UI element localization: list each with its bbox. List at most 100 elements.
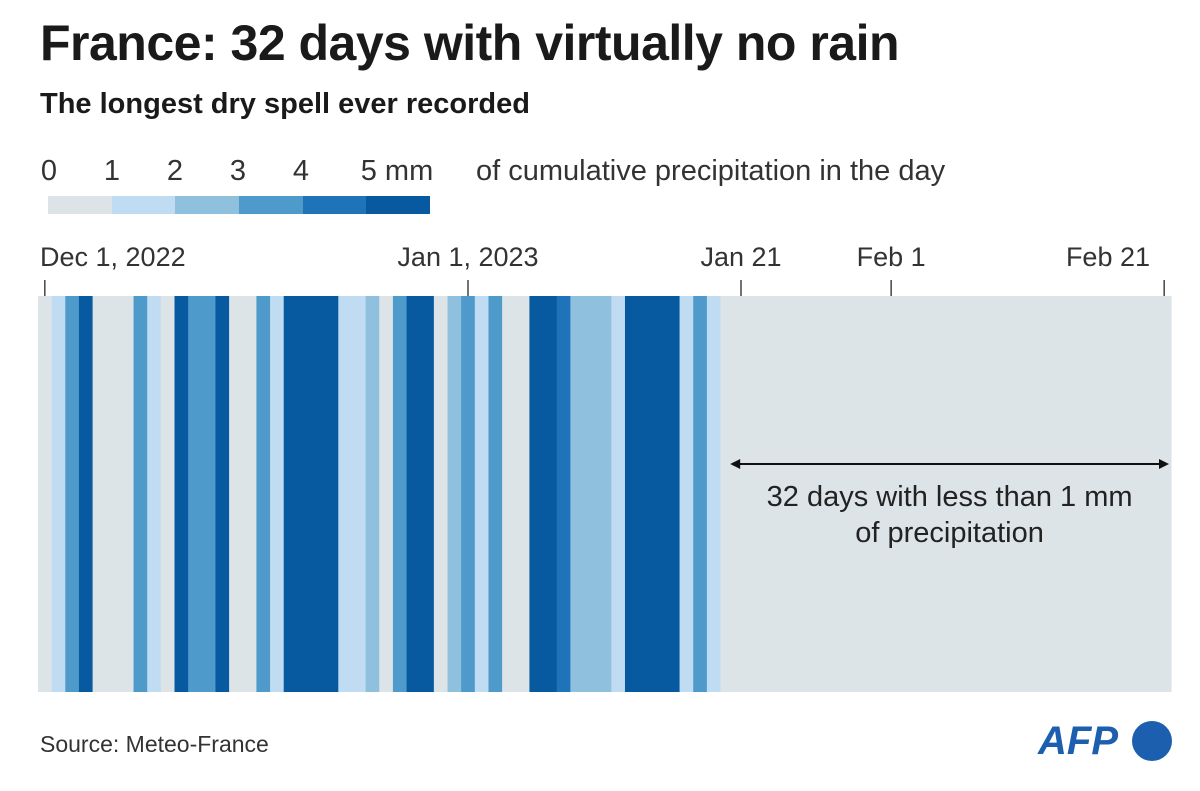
day-stripe (925, 296, 940, 692)
day-stripe (611, 296, 626, 692)
legend-tick-2: 2 (166, 155, 184, 187)
day-stripe (624, 296, 640, 692)
day-stripe (488, 296, 503, 692)
day-stripe (119, 296, 135, 692)
day-stripe (775, 296, 790, 692)
day-stripe (720, 296, 735, 692)
legend-swatch-5 (366, 196, 431, 214)
x-tick-label: Feb 1 (857, 242, 926, 272)
legend-color-scale (48, 196, 431, 214)
day-stripe (979, 296, 995, 692)
day-stripe (174, 296, 189, 692)
day-stripe (215, 296, 230, 692)
legend-tick-3: 3 (229, 155, 247, 187)
day-stripe (1048, 296, 1063, 692)
afp-logo-circle (1132, 721, 1172, 761)
day-stripe (133, 296, 148, 692)
day-stripe (1089, 296, 1104, 692)
day-stripe (365, 296, 380, 692)
day-stripe (747, 296, 763, 692)
day-stripe (461, 296, 476, 692)
day-stripe (543, 296, 558, 692)
day-stripe (474, 296, 490, 692)
legend-tick-0: 0 (40, 155, 58, 187)
precipitation-stripes-chart: Dec 1, 2022 Jan 1, 2023 Jan 21 Feb 1 Feb 21 … (38, 242, 1172, 692)
x-tick-label: Jan 1, 2023 (397, 242, 538, 272)
x-tick-label: Dec 1, 2022 (40, 242, 186, 272)
day-stripe (597, 296, 612, 692)
day-stripe (297, 296, 312, 692)
day-stripe (379, 296, 394, 692)
day-stripe (966, 296, 981, 692)
day-stripe (1061, 296, 1077, 692)
day-stripe (570, 296, 585, 692)
day-stripe (843, 296, 858, 692)
day-stripe (106, 296, 121, 692)
day-stripe (802, 296, 817, 692)
day-stripe (761, 296, 776, 692)
day-stripe (392, 296, 408, 692)
legend-swatch-2 (175, 196, 240, 214)
day-stripe (338, 296, 353, 692)
day-stripe (884, 296, 899, 692)
day-stripe (911, 296, 926, 692)
day-stripe (1007, 296, 1022, 692)
day-stripe (870, 296, 885, 692)
x-tick-label: Jan 21 (700, 242, 781, 272)
source-note: Source: Meteo-France (40, 731, 269, 757)
day-stripe (92, 296, 107, 692)
day-stripe (938, 296, 954, 692)
legend-swatch-3 (239, 196, 303, 214)
day-stripe (229, 296, 244, 692)
dry-spell-annotation-line-2: of precipitation (855, 517, 1044, 549)
x-axis: Dec 1, 2022 Jan 1, 2023 Jan 21 Feb 1 Feb 21 (40, 242, 1165, 296)
chart-subtitle: The longest dry spell ever recorded (40, 88, 530, 120)
day-stripe (829, 296, 844, 692)
day-stripe (351, 296, 367, 692)
day-stripe (529, 296, 544, 692)
chart-title: France: 32 days with virtually no rain (40, 15, 900, 71)
legend-tick-labels: 0 1 2 3 4 5 mm (0, 155, 1200, 195)
day-stripe (1130, 296, 1145, 692)
day-stripe (665, 296, 681, 692)
day-stripe (147, 296, 162, 692)
day-stripe (1034, 296, 1049, 692)
legend-swatch-1 (111, 196, 176, 214)
day-stripe (502, 296, 517, 692)
day-stripe (188, 296, 203, 692)
day-stripe (556, 296, 571, 692)
legend-tick-4: 4 (292, 155, 310, 187)
day-stripe (952, 296, 967, 692)
legend-swatch-0 (48, 196, 112, 214)
day-stripe (447, 296, 462, 692)
day-stripe (693, 296, 708, 692)
day-stripe (38, 296, 53, 692)
day-stripe (584, 296, 599, 692)
day-stripe (1157, 296, 1172, 692)
day-stripe (1116, 296, 1131, 692)
afp-logo: AFP (1037, 719, 1172, 763)
day-stripe (160, 296, 176, 692)
legend-swatch-4 (302, 196, 367, 214)
dry-spell-arrow-head-left (730, 459, 741, 469)
day-stripe (679, 296, 694, 692)
day-stripe (1143, 296, 1158, 692)
legend-caption: of cumulative precipitation in the day (476, 155, 946, 187)
day-stripe (788, 296, 804, 692)
day-stripe (406, 296, 421, 692)
day-stripe (420, 296, 435, 692)
dry-spell-annotation: 32 days with less than 1 mm of precipita… (730, 459, 1169, 549)
day-stripe (65, 296, 80, 692)
dry-spell-arrow-head-right (1159, 459, 1169, 469)
day-stripe (311, 296, 326, 692)
legend-tick-1: 1 (103, 155, 121, 187)
day-stripe (51, 296, 66, 692)
x-tick-label: Feb 21 (1066, 242, 1150, 272)
day-stripe (638, 296, 653, 692)
day-stripe (1102, 296, 1117, 692)
dry-spell-annotation-line-1: 32 days with less than 1 mm (767, 481, 1133, 513)
legend-tick-5: 5 mm (360, 155, 434, 187)
day-stripe (242, 296, 258, 692)
day-stripe (283, 296, 298, 692)
day-stripe (734, 296, 749, 692)
